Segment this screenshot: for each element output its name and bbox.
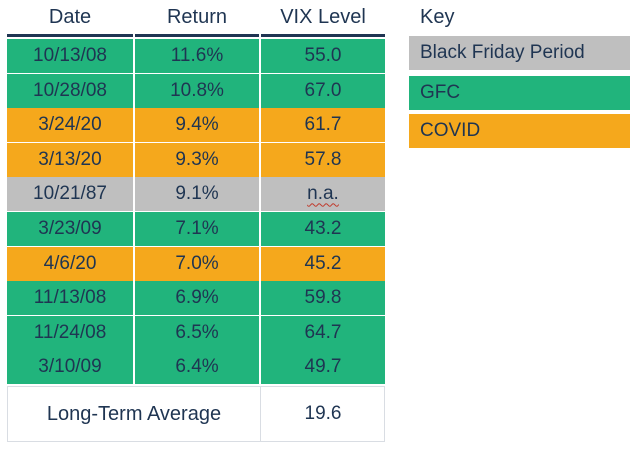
key-item-gfc: GFC xyxy=(409,76,630,110)
cell-return: 6.4% xyxy=(175,356,219,378)
header-rule-return xyxy=(135,34,259,37)
column-separator xyxy=(133,281,135,316)
cell-return: 7.0% xyxy=(175,252,219,274)
cell-return: 6.5% xyxy=(175,321,219,343)
column-separator xyxy=(259,142,261,177)
vix-value-text: n.a. xyxy=(307,183,339,205)
column-separator xyxy=(133,73,135,108)
long-term-average-row: Long-Term Average 19.6 xyxy=(7,386,385,442)
cell-return: 11.6% xyxy=(170,45,224,66)
cell-date: 11/13/08 xyxy=(33,287,107,309)
header-rule-vix xyxy=(261,34,385,37)
column-separator xyxy=(259,177,261,212)
cell-vix: 67.0 xyxy=(304,79,342,101)
cell-vix: 45.2 xyxy=(304,252,342,274)
table-row: 11/24/08 6.5% 64.7 xyxy=(7,315,385,350)
cell-vix: 61.7 xyxy=(304,114,342,136)
column-separator xyxy=(259,73,261,108)
column-separator xyxy=(259,350,261,385)
header-date: Date xyxy=(48,6,92,28)
table-row: 3/23/09 7.1% 43.2 xyxy=(7,212,385,246)
cell-vix: 57.8 xyxy=(304,148,342,170)
cell-return: 6.9% xyxy=(175,287,219,309)
cell-date: 10/21/87 xyxy=(33,183,107,205)
cell-return: 9.4% xyxy=(175,114,219,136)
cell-vix: 64.7 xyxy=(304,321,342,343)
cell-date: 3/23/09 xyxy=(38,218,102,239)
table-row: 3/13/20 9.3% 57.8 xyxy=(7,142,385,177)
column-separator xyxy=(259,108,261,143)
column-separator xyxy=(133,212,135,246)
column-separator xyxy=(133,246,135,281)
header-rule-date xyxy=(7,34,133,37)
table-row: 10/21/87 9.1% n.a. xyxy=(7,177,385,212)
column-separator xyxy=(259,212,261,246)
column-separator xyxy=(133,142,135,177)
cell-date: 3/13/20 xyxy=(38,148,102,170)
column-separator xyxy=(259,281,261,316)
header-return: Return xyxy=(166,6,228,28)
table-row: 11/13/08 6.9% 59.8 xyxy=(7,281,385,316)
cell-date: 11/24/08 xyxy=(33,321,107,343)
cell-return: 9.1% xyxy=(175,183,219,205)
cell-return: 7.1% xyxy=(175,218,219,239)
header-vix-level: VIX Level xyxy=(280,6,366,28)
key-item-covid: COVID xyxy=(409,114,630,148)
cell-vix: n.a. xyxy=(261,177,385,211)
column-separator xyxy=(133,177,135,212)
column-separator xyxy=(259,315,261,350)
table-row: 4/6/20 7.0% 45.2 xyxy=(7,246,385,281)
column-separator xyxy=(133,108,135,143)
cell-vix: 55.0 xyxy=(304,45,342,66)
cell-return: 9.3% xyxy=(175,148,219,170)
long-term-average-vix: 19.6 xyxy=(304,403,342,424)
column-separator xyxy=(259,246,261,281)
column-separator xyxy=(259,39,261,73)
cell-date: 3/10/09 xyxy=(38,356,102,378)
cell-vix: 59.8 xyxy=(304,287,342,309)
cell-date: 10/28/08 xyxy=(33,79,107,101)
table-row: 3/24/20 9.4% 61.7 xyxy=(7,108,385,143)
cell-return: 10.8% xyxy=(170,79,224,101)
divider xyxy=(260,387,261,441)
cell-vix: 49.7 xyxy=(304,356,342,378)
cell-date: 3/24/20 xyxy=(38,114,102,136)
table-row: 10/28/08 10.8% 67.0 xyxy=(7,73,385,108)
column-separator xyxy=(133,39,135,73)
cell-date: 4/6/20 xyxy=(43,252,97,274)
cell-date: 10/13/08 xyxy=(33,45,107,66)
table-row: 10/13/08 11.6% 55.0 xyxy=(7,39,385,73)
long-term-average-label: Long-Term Average xyxy=(46,403,222,425)
column-separator xyxy=(133,315,135,350)
table-row: 3/10/09 6.4% 49.7 xyxy=(7,350,385,385)
key-item-black-friday-period: Black Friday Period xyxy=(409,36,630,70)
cell-vix: 43.2 xyxy=(304,218,342,239)
key-title: Key xyxy=(420,6,455,28)
column-separator xyxy=(133,350,135,385)
